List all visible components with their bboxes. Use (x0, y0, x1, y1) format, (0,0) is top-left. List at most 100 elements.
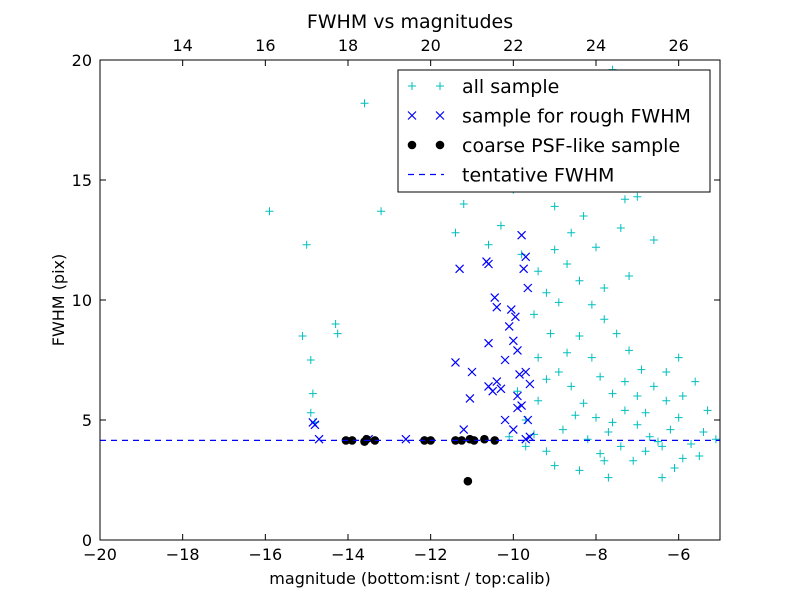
x-tick-label: −14 (331, 545, 365, 564)
data-point (523, 283, 533, 293)
data-point (658, 473, 667, 482)
data-point (517, 250, 526, 259)
data-point (629, 456, 638, 465)
data-point (314, 434, 324, 444)
y-tick-label: 15 (72, 171, 92, 190)
data-point (625, 346, 634, 355)
legend-label-all-sample: all sample (462, 76, 559, 98)
data-point (662, 396, 671, 405)
series-all-sample (265, 65, 720, 482)
data-point (662, 368, 671, 376)
data-point (465, 393, 475, 403)
data-point (687, 440, 696, 448)
data-point (534, 396, 543, 405)
data-point (333, 329, 342, 338)
data-point (310, 420, 320, 430)
data-point (482, 257, 491, 267)
x-tick-label: −12 (414, 545, 448, 564)
chart-title: FWHM vs magnitudes (307, 11, 513, 33)
data-point (592, 243, 600, 252)
data-point (596, 449, 605, 458)
data-point (695, 452, 704, 460)
legend-marker-coarse-psf-like-sample (407, 140, 417, 150)
data-point (554, 368, 563, 376)
data-point (567, 228, 576, 237)
data-point (510, 312, 520, 322)
legend-marker-coarse-psf-like-sample (435, 140, 445, 150)
top-tick-label: 18 (338, 36, 358, 55)
top-tick-label: 22 (503, 36, 523, 55)
data-point (480, 434, 489, 444)
data-point (641, 408, 650, 417)
x-tick-label: −6 (667, 545, 691, 564)
data-point (265, 207, 274, 216)
data-point (484, 240, 493, 249)
x-axis-label: magnitude (bottom:isnt / top:calib) (269, 569, 550, 588)
y-tick-label: 5 (82, 411, 92, 430)
data-point (521, 252, 531, 262)
data-point (645, 432, 654, 441)
y-axis-label: FWHM (pix) (49, 254, 68, 347)
data-point (360, 99, 369, 108)
legend-label-sample-for-rough-fwhm: sample for rough FWHM (462, 106, 691, 128)
data-point (308, 389, 317, 398)
data-point (513, 387, 522, 396)
data-point (513, 391, 522, 401)
data-point (575, 332, 584, 340)
data-point (484, 381, 493, 391)
data-point (583, 435, 592, 444)
data-points-layer (265, 65, 720, 486)
data-point (500, 355, 510, 365)
data-point (654, 437, 662, 446)
series-sample-for-rough-fwhm (308, 230, 535, 444)
data-point (401, 434, 411, 444)
data-point (620, 406, 629, 415)
y-tick-label: 0 (82, 531, 92, 550)
data-point (612, 329, 621, 338)
data-point (641, 447, 650, 456)
data-point (550, 461, 559, 470)
data-point (508, 425, 518, 435)
data-point (542, 288, 551, 297)
data-point (637, 365, 646, 374)
data-point (563, 260, 572, 268)
data-point (306, 356, 315, 364)
top-tick-label: 26 (668, 36, 688, 55)
data-point (674, 353, 683, 362)
data-point (306, 408, 315, 417)
data-point (530, 310, 538, 319)
data-point (455, 264, 465, 274)
data-point (542, 447, 551, 456)
data-point (563, 348, 572, 357)
data-point (519, 264, 529, 274)
data-point (600, 315, 609, 324)
data-point (658, 442, 667, 451)
data-point (703, 406, 712, 415)
legend-marker-sample-for-rough-fwhm (407, 111, 417, 120)
data-point (587, 300, 596, 309)
data-point (579, 399, 588, 408)
legend-box (397, 69, 711, 193)
legend-label-tentative-fwhm: tentative FWHM (462, 165, 614, 187)
data-point (550, 202, 559, 211)
data-point (534, 353, 543, 362)
data-point (451, 357, 460, 367)
data-point (604, 428, 613, 436)
legend-marker-all-sample (408, 82, 416, 90)
data-point (370, 436, 380, 445)
data-point (362, 434, 371, 444)
data-point (608, 418, 617, 427)
data-point (633, 192, 642, 201)
data-point (504, 321, 514, 331)
data-point (513, 403, 522, 413)
data-point (523, 415, 533, 425)
top-tick-label: 16 (255, 36, 275, 55)
top-tick-label: 24 (586, 36, 606, 55)
data-point (331, 320, 340, 328)
data-point (711, 435, 720, 444)
data-point (674, 413, 683, 422)
data-point (670, 464, 679, 472)
data-point (459, 425, 469, 435)
data-point (616, 224, 625, 232)
data-point (571, 411, 580, 420)
